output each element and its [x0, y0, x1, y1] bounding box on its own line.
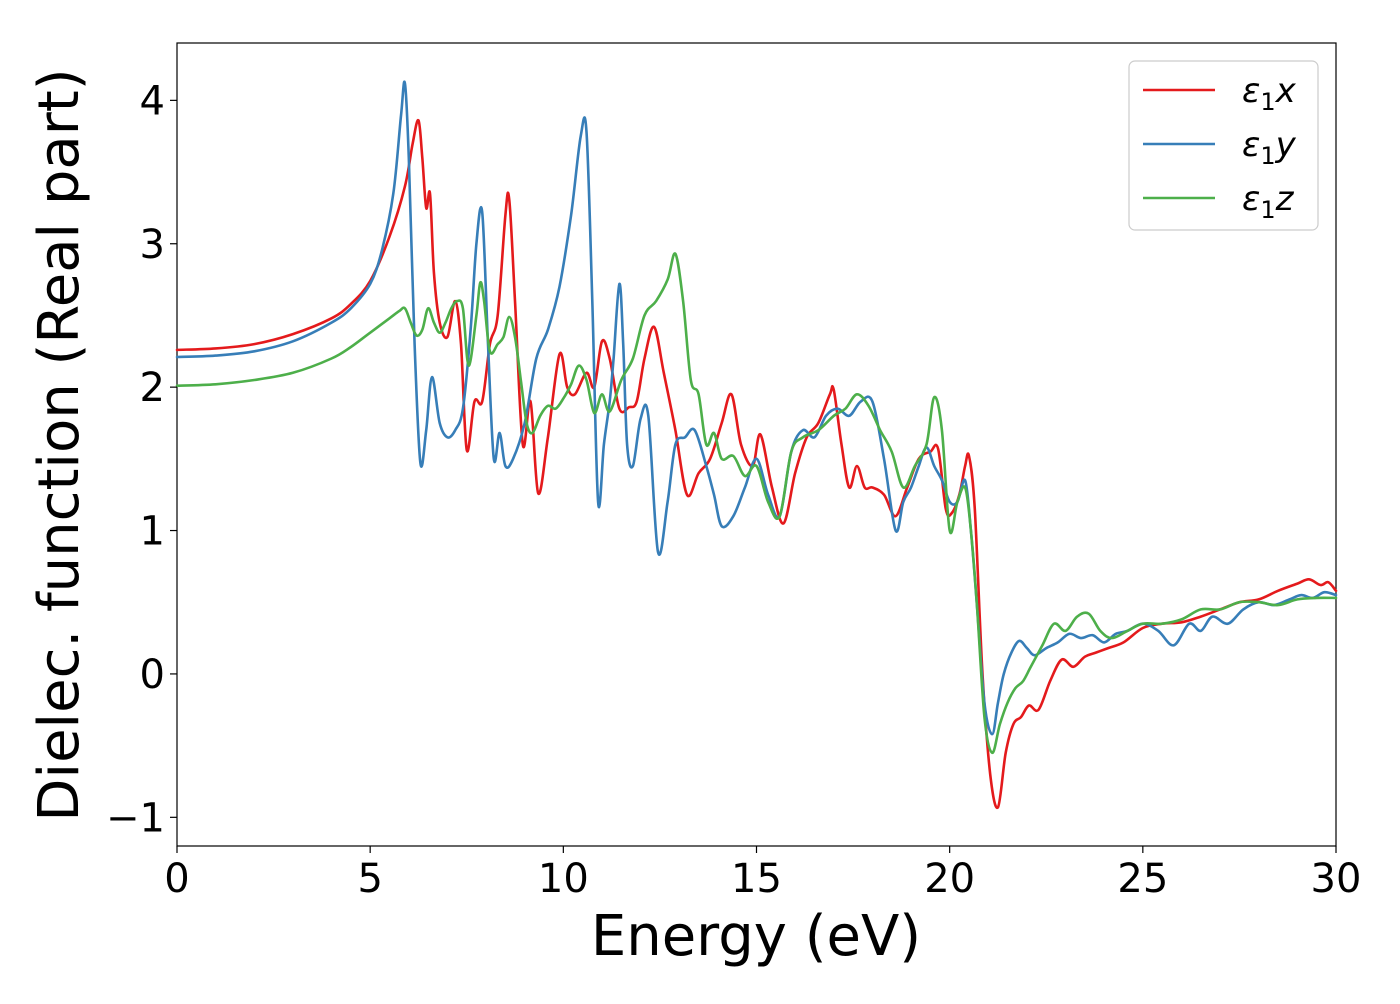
- x-tick-label: 20: [924, 856, 975, 902]
- legend-label-y: ε1y: [1242, 125, 1297, 170]
- y-tick-label: 4: [140, 78, 165, 124]
- y-axis-label: Dielec. function (Real part): [27, 68, 92, 821]
- x-tick-label: 10: [538, 856, 589, 902]
- x-axis-ticks: 0 5 10 15 20 25 30: [164, 846, 1361, 902]
- x-tick-label: 30: [1311, 856, 1362, 902]
- y-tick-label: 1: [140, 509, 165, 555]
- y-tick-label: 2: [140, 365, 165, 411]
- y-axis-ticks: −1 0 1 2 3 4: [106, 78, 177, 841]
- x-axis-label: Energy (eV): [591, 904, 921, 969]
- legend-label-x: ε1x: [1242, 71, 1297, 116]
- x-tick-label: 15: [731, 856, 782, 902]
- legend-box: [1128, 60, 1319, 231]
- y-tick-label: 3: [140, 222, 165, 268]
- legend: ε1x ε1y ε1z: [1128, 60, 1319, 231]
- series-line-y: [175, 80, 1338, 736]
- legend-label-z: ε1z: [1242, 179, 1295, 224]
- x-tick-label: 25: [1117, 856, 1168, 902]
- x-tick-label: 5: [357, 856, 382, 902]
- y-tick-label: −1: [106, 795, 165, 841]
- x-tick-label: 0: [164, 856, 189, 902]
- series-lines: [175, 80, 1338, 810]
- y-tick-label: 0: [140, 652, 165, 698]
- series-line-z: [175, 252, 1338, 755]
